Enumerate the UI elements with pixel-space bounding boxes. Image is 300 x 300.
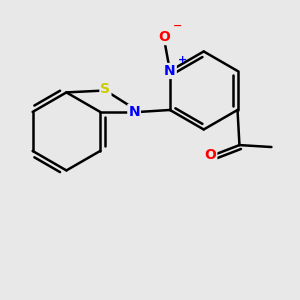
Text: −: − [172,21,182,31]
Text: +: + [177,55,187,65]
Text: O: O [204,148,216,162]
Text: N: N [128,105,140,119]
Text: S: S [100,82,110,96]
Text: N: N [164,64,176,78]
Text: O: O [158,30,170,44]
